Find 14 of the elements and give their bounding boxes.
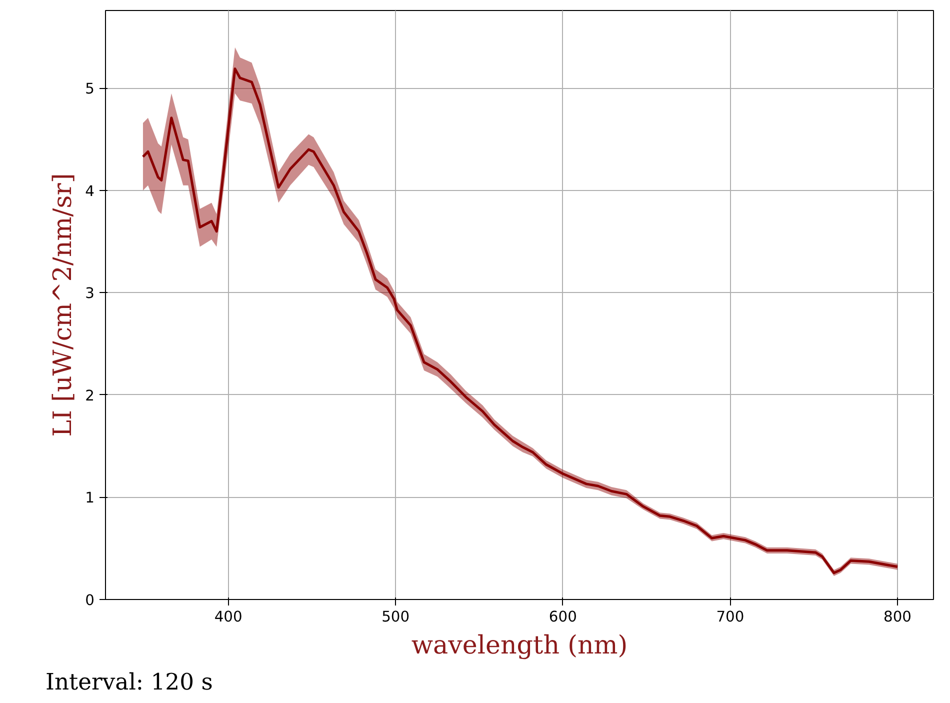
x-tick-label: 800 (884, 608, 912, 626)
y-tick-label: 1 (85, 490, 95, 507)
y-tick-label: 5 (85, 80, 95, 98)
y-tick-label: 4 (85, 182, 95, 200)
y-tick-label: 3 (85, 285, 95, 302)
x-axis-title: wavelength (nm) (411, 630, 628, 660)
x-tick-label: 400 (214, 608, 242, 626)
y-axis-title: LI [uW/cm^2/nm/sr] (47, 173, 78, 437)
y-tick-label: 0 (85, 592, 95, 609)
x-tick-label: 500 (382, 608, 410, 626)
y-tick-label: 2 (85, 387, 95, 404)
x-tick-label: 700 (716, 608, 744, 626)
text: Interval: 120 s (46, 670, 213, 696)
x-tick-label: 600 (548, 608, 577, 626)
